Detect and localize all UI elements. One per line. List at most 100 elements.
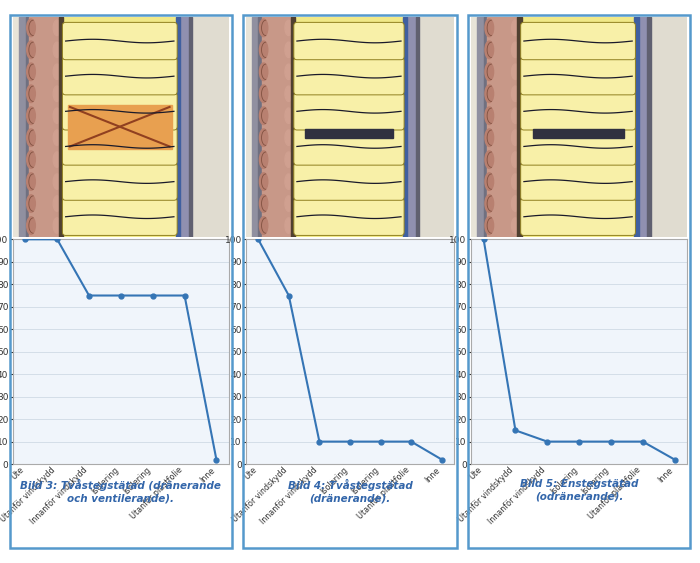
- Text: Bild 4: Tvåstegstätad
(dränerande).: Bild 4: Tvåstegstätad (dränerande).: [288, 479, 412, 503]
- Bar: [290, 17, 295, 236]
- Ellipse shape: [512, 130, 519, 145]
- Bar: [477, 17, 484, 236]
- Ellipse shape: [485, 129, 494, 146]
- Ellipse shape: [260, 173, 268, 190]
- Bar: [403, 17, 407, 236]
- FancyBboxPatch shape: [62, 128, 177, 165]
- FancyBboxPatch shape: [294, 93, 404, 130]
- Ellipse shape: [512, 64, 519, 79]
- Bar: [64, 17, 176, 236]
- Bar: [416, 17, 419, 236]
- Ellipse shape: [53, 174, 61, 189]
- Ellipse shape: [485, 41, 494, 59]
- Ellipse shape: [260, 19, 268, 37]
- FancyBboxPatch shape: [62, 93, 177, 130]
- FancyBboxPatch shape: [62, 23, 177, 60]
- Bar: [533, 129, 624, 138]
- Ellipse shape: [27, 173, 35, 190]
- Ellipse shape: [285, 174, 292, 189]
- Bar: [258, 17, 262, 236]
- Text: Bild 3: Tvåstegstätad (dränerande
och ventilerande).: Bild 3: Tvåstegstätad (dränerande och ve…: [20, 479, 221, 503]
- Ellipse shape: [485, 19, 494, 37]
- Bar: [19, 17, 26, 236]
- Ellipse shape: [285, 42, 292, 57]
- Ellipse shape: [512, 152, 519, 167]
- Ellipse shape: [27, 195, 35, 212]
- FancyBboxPatch shape: [62, 163, 177, 200]
- Ellipse shape: [485, 195, 494, 212]
- Bar: [648, 17, 650, 236]
- Ellipse shape: [53, 64, 61, 79]
- Ellipse shape: [53, 218, 61, 233]
- FancyBboxPatch shape: [294, 23, 404, 60]
- Ellipse shape: [27, 217, 35, 234]
- Bar: [60, 17, 64, 236]
- Bar: [638, 17, 648, 236]
- Ellipse shape: [260, 63, 268, 81]
- Text: Bild 5: Enstegstätad
(odränerande).: Bild 5: Enstegstätad (odränerande).: [520, 479, 638, 501]
- Ellipse shape: [285, 108, 292, 123]
- Bar: [634, 17, 638, 236]
- Bar: [650, 17, 687, 236]
- Ellipse shape: [53, 130, 61, 145]
- Bar: [487, 17, 517, 236]
- Bar: [26, 17, 29, 236]
- Ellipse shape: [285, 152, 292, 167]
- Ellipse shape: [27, 41, 35, 59]
- Ellipse shape: [485, 151, 494, 168]
- Ellipse shape: [27, 85, 35, 102]
- Bar: [181, 17, 189, 236]
- FancyBboxPatch shape: [294, 57, 404, 95]
- Bar: [176, 17, 181, 236]
- Ellipse shape: [485, 85, 494, 102]
- Bar: [262, 17, 290, 236]
- Ellipse shape: [260, 195, 268, 212]
- Bar: [29, 17, 60, 236]
- Ellipse shape: [53, 42, 61, 57]
- Ellipse shape: [27, 151, 35, 168]
- Ellipse shape: [260, 41, 268, 59]
- Ellipse shape: [485, 107, 494, 124]
- Ellipse shape: [485, 217, 494, 234]
- FancyBboxPatch shape: [521, 23, 636, 60]
- Ellipse shape: [53, 86, 61, 101]
- FancyBboxPatch shape: [294, 128, 404, 165]
- FancyBboxPatch shape: [521, 163, 636, 200]
- Ellipse shape: [512, 174, 519, 189]
- FancyBboxPatch shape: [294, 198, 404, 235]
- Ellipse shape: [285, 218, 292, 233]
- Bar: [407, 17, 416, 236]
- FancyBboxPatch shape: [62, 198, 177, 235]
- Ellipse shape: [485, 63, 494, 81]
- FancyBboxPatch shape: [521, 93, 636, 130]
- Ellipse shape: [285, 196, 292, 211]
- FancyBboxPatch shape: [294, 163, 404, 200]
- Bar: [295, 17, 403, 236]
- Ellipse shape: [512, 42, 519, 57]
- Bar: [193, 17, 229, 236]
- Ellipse shape: [512, 196, 519, 211]
- Ellipse shape: [260, 107, 268, 124]
- Ellipse shape: [285, 86, 292, 101]
- Ellipse shape: [485, 173, 494, 190]
- Ellipse shape: [260, 129, 268, 146]
- FancyBboxPatch shape: [521, 128, 636, 165]
- Bar: [68, 105, 172, 149]
- Ellipse shape: [27, 19, 35, 37]
- Ellipse shape: [53, 20, 61, 35]
- Bar: [252, 17, 258, 236]
- Ellipse shape: [285, 130, 292, 145]
- Bar: [522, 17, 634, 236]
- Ellipse shape: [27, 63, 35, 81]
- Ellipse shape: [53, 108, 61, 123]
- Ellipse shape: [27, 107, 35, 124]
- Ellipse shape: [512, 86, 519, 101]
- Ellipse shape: [53, 196, 61, 211]
- Ellipse shape: [260, 217, 268, 234]
- FancyBboxPatch shape: [521, 198, 636, 235]
- Ellipse shape: [260, 85, 268, 102]
- Bar: [484, 17, 487, 236]
- Bar: [419, 17, 454, 236]
- FancyBboxPatch shape: [62, 57, 177, 95]
- Ellipse shape: [512, 218, 519, 233]
